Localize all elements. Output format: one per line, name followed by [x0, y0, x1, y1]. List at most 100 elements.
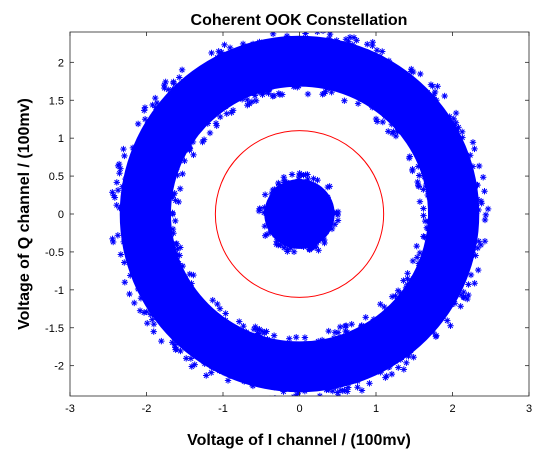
scatter-point [459, 134, 466, 141]
scatter-point [178, 66, 186, 74]
scatter-point [323, 228, 330, 235]
scatter-point [262, 232, 269, 239]
scatter-point [204, 120, 211, 127]
scatter-point [325, 386, 333, 393]
scatter-point [420, 205, 427, 212]
scatter-point [339, 379, 346, 387]
scatter-point [272, 37, 279, 45]
scatter-point [354, 100, 362, 107]
scatter-point [388, 121, 395, 128]
scatter-point [286, 385, 294, 392]
scatter-point [147, 306, 155, 313]
scatter-point [469, 163, 477, 170]
scatter-point [113, 179, 120, 186]
scatter-point [214, 300, 221, 308]
scatter-point [153, 99, 161, 107]
scatter-point [127, 272, 134, 279]
point-cluster-center [264, 179, 335, 249]
scatter-point [382, 113, 389, 120]
scatter-point [179, 262, 186, 270]
scatter-point [288, 171, 296, 178]
scatter-point [177, 347, 184, 355]
scatter-point [457, 291, 465, 299]
scatter-point [404, 281, 411, 288]
scatter-point [379, 118, 386, 126]
scatter-point [414, 178, 421, 186]
y-axis: 2 1.5 1 0.5 0 -0.5 -1 -1.5 -2 [45, 57, 529, 373]
scatter-point [151, 111, 158, 118]
scatter-point [370, 316, 378, 323]
scatter-point [216, 367, 223, 375]
scatter-point [119, 183, 126, 190]
scatter-point [263, 328, 270, 335]
scatter-point [120, 219, 127, 227]
scatter-point [176, 74, 183, 81]
scatter-point [415, 172, 423, 179]
scatter-point [424, 225, 432, 232]
scatter-point [147, 311, 154, 318]
scatter-point [282, 241, 290, 248]
scatter-point [134, 285, 142, 293]
scatter-point [416, 198, 424, 205]
scatter-point [200, 136, 208, 143]
scatter-point [169, 210, 177, 218]
scatter-point [169, 86, 176, 93]
scatter-point [137, 295, 145, 302]
scatter-point [455, 124, 462, 131]
scatter-point [138, 133, 145, 140]
scatter-points [109, 32, 492, 403]
scatter-point [373, 47, 381, 54]
scatter-point [256, 333, 264, 340]
scatter-point [369, 104, 376, 111]
scatter-point [417, 70, 424, 78]
scatter-point [261, 191, 269, 198]
scatter-point [295, 176, 302, 183]
x-tick-label: 0 [296, 403, 302, 415]
scatter-point [172, 197, 179, 204]
scatter-point [325, 395, 327, 396]
scatter-point [364, 41, 371, 48]
scatter-point [328, 88, 335, 96]
scatter-point [212, 120, 220, 127]
scatter-point [404, 270, 411, 277]
scatter-point [240, 322, 247, 330]
scatter-point [324, 193, 331, 201]
scatter-point [406, 153, 414, 160]
scatter-point [344, 388, 351, 395]
scatter-point [110, 238, 117, 246]
scatter-point [416, 249, 424, 257]
scatter-point [279, 397, 285, 403]
scatter-point [270, 332, 278, 339]
scatter-point [471, 145, 478, 153]
scatter-point [315, 237, 322, 245]
scatter-point [345, 384, 352, 391]
scatter-point [280, 388, 287, 395]
scatter-point [406, 349, 414, 356]
scatter-point [273, 241, 280, 248]
scatter-point [318, 336, 326, 344]
scatter-point [173, 165, 180, 173]
scatter-point [173, 83, 180, 91]
scatter-point [388, 370, 396, 378]
scatter-point [290, 248, 298, 255]
scatter-point [162, 324, 169, 331]
scatter-point [475, 162, 483, 170]
scatter-point [183, 355, 190, 362]
scatter-point [447, 322, 454, 329]
scatter-point [350, 34, 358, 41]
scatter-point [221, 369, 229, 377]
y-axis-label: Voltage of Q channel / (100mv) [16, 98, 33, 330]
y-tick-label: -1.5 [45, 323, 64, 335]
scatter-point [179, 170, 186, 178]
scatter-point [467, 271, 475, 279]
scatter-point [415, 163, 422, 170]
scatter-point [307, 245, 314, 252]
scatter-point [402, 284, 410, 292]
scatter-point [304, 90, 312, 98]
scatter-point [448, 301, 455, 308]
scatter-point [465, 291, 472, 299]
scatter-point [403, 359, 410, 367]
scatter-point [471, 280, 478, 287]
scatter-point [189, 138, 197, 146]
scatter-point [410, 68, 417, 76]
